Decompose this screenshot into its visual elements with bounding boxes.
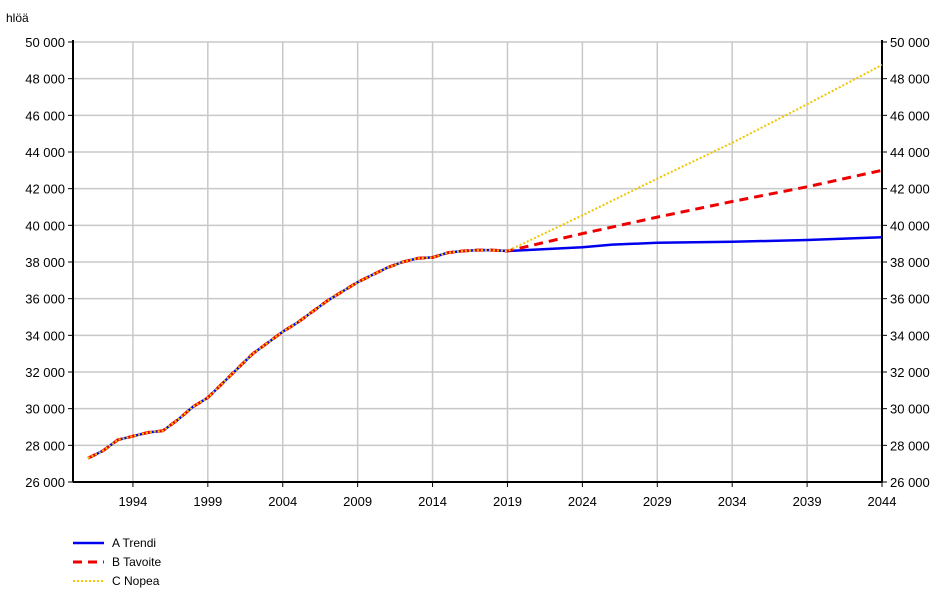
y-tick-label-right: 50 000: [890, 35, 930, 50]
x-tick-label: 2019: [493, 494, 522, 509]
y-tick-label-right: 30 000: [890, 402, 930, 417]
x-tick-label: 1994: [118, 494, 147, 509]
x-tick-label: 2039: [793, 494, 822, 509]
y-tick-label-left: 34 000: [25, 328, 65, 343]
y-tick-label-left: 50 000: [25, 35, 65, 50]
y-tick-label-left: 40 000: [25, 218, 65, 233]
grid: [73, 41, 882, 482]
y-tick-label-left: 32 000: [25, 365, 65, 380]
y-tick-label-right: 36 000: [890, 292, 930, 307]
x-tick-label: 2029: [643, 494, 672, 509]
y-tick-label-right: 38 000: [890, 255, 930, 270]
y-tick-label-left: 46 000: [25, 108, 65, 123]
legend-label-c-nopea: C Nopea: [112, 574, 160, 588]
y-tick-label-left: 44 000: [25, 145, 65, 160]
y-tick-label-left: 42 000: [25, 182, 65, 197]
y-tick-label-left: 26 000: [25, 475, 65, 490]
x-tick-label: 2044: [868, 494, 897, 509]
ticks: 26 000 26 000 28 000 28 000 30 000 30 000 32 0…: [25, 35, 930, 509]
legend-label-a-trendi: A Trendi: [112, 536, 156, 550]
x-tick-label: 1999: [193, 494, 222, 509]
y-tick-label-left: 48 000: [25, 72, 65, 87]
x-tick-label: 2024: [568, 494, 597, 509]
y-tick-label-right: 46 000: [890, 108, 930, 123]
y-tick-label-right: 28 000: [890, 438, 930, 453]
y-tick-label-right: 34 000: [890, 328, 930, 343]
y-tick-label-right: 40 000: [890, 218, 930, 233]
y-tick-label-right: 26 000: [890, 475, 930, 490]
x-tick-label: 2004: [268, 494, 297, 509]
axes: [72, 40, 883, 483]
series-lines: [87, 64, 883, 460]
legend-label-b-tavoite: B Tavoite: [112, 555, 161, 569]
y-tick-label-left: 30 000: [25, 402, 65, 417]
y-unit-label: hlöä: [6, 11, 29, 25]
series-line-c-nopea: [87, 64, 883, 460]
legend: A Trendi B Tavoite C Nopea: [73, 536, 161, 588]
x-tick-label: 2014: [418, 494, 447, 509]
x-tick-label: 2034: [718, 494, 747, 509]
y-tick-label-right: 48 000: [890, 72, 930, 87]
y-tick-label-left: 36 000: [25, 292, 65, 307]
x-tick-label: 2009: [343, 494, 372, 509]
y-tick-label-right: 42 000: [890, 182, 930, 197]
y-tick-label-left: 28 000: [25, 438, 65, 453]
y-tick-label-right: 32 000: [890, 365, 930, 380]
y-tick-label-right: 44 000: [890, 145, 930, 160]
y-tick-label-left: 38 000: [25, 255, 65, 270]
